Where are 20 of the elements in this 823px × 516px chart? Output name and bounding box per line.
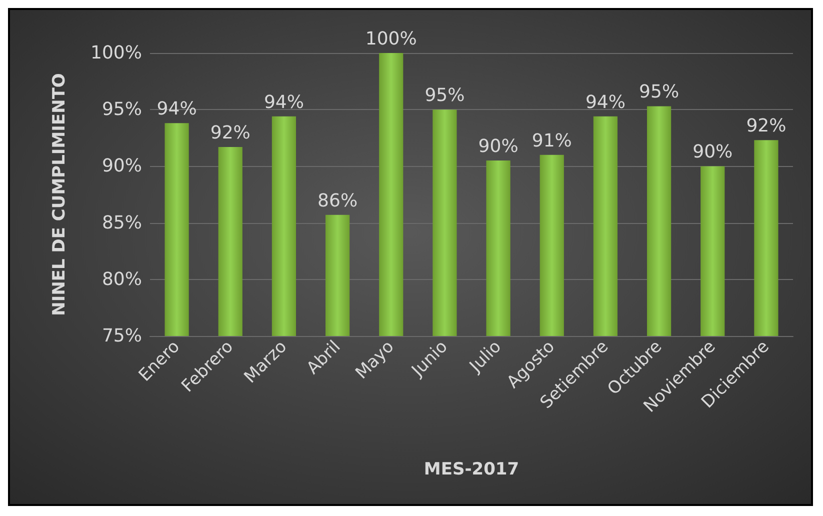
data-label: 100%: [365, 28, 417, 50]
y-tick-label: 95%: [102, 99, 142, 120]
data-label: 92%: [746, 116, 786, 137]
y-tick-label: 80%: [102, 268, 142, 290]
y-tick-label: 85%: [102, 212, 142, 234]
data-label: 90%: [478, 136, 518, 158]
data-label: 94%: [156, 98, 197, 120]
data-label: 95%: [424, 85, 465, 106]
data-label: 94%: [264, 92, 304, 113]
y-tick-label: 75%: [102, 326, 142, 346]
y-tick-label: 90%: [102, 156, 142, 177]
data-label: 92%: [210, 122, 250, 144]
y-tick-label: 100%: [90, 42, 142, 64]
data-label: 95%: [639, 82, 680, 103]
data-label: 91%: [532, 130, 572, 152]
y-axis-title: NINEL DE CUMPLIMIENTO: [50, 73, 70, 316]
data-label: 94%: [585, 92, 626, 113]
x-axis-title: MES-2017: [424, 460, 520, 480]
data-label: 86%: [318, 190, 358, 212]
data-label: 90%: [692, 142, 733, 163]
